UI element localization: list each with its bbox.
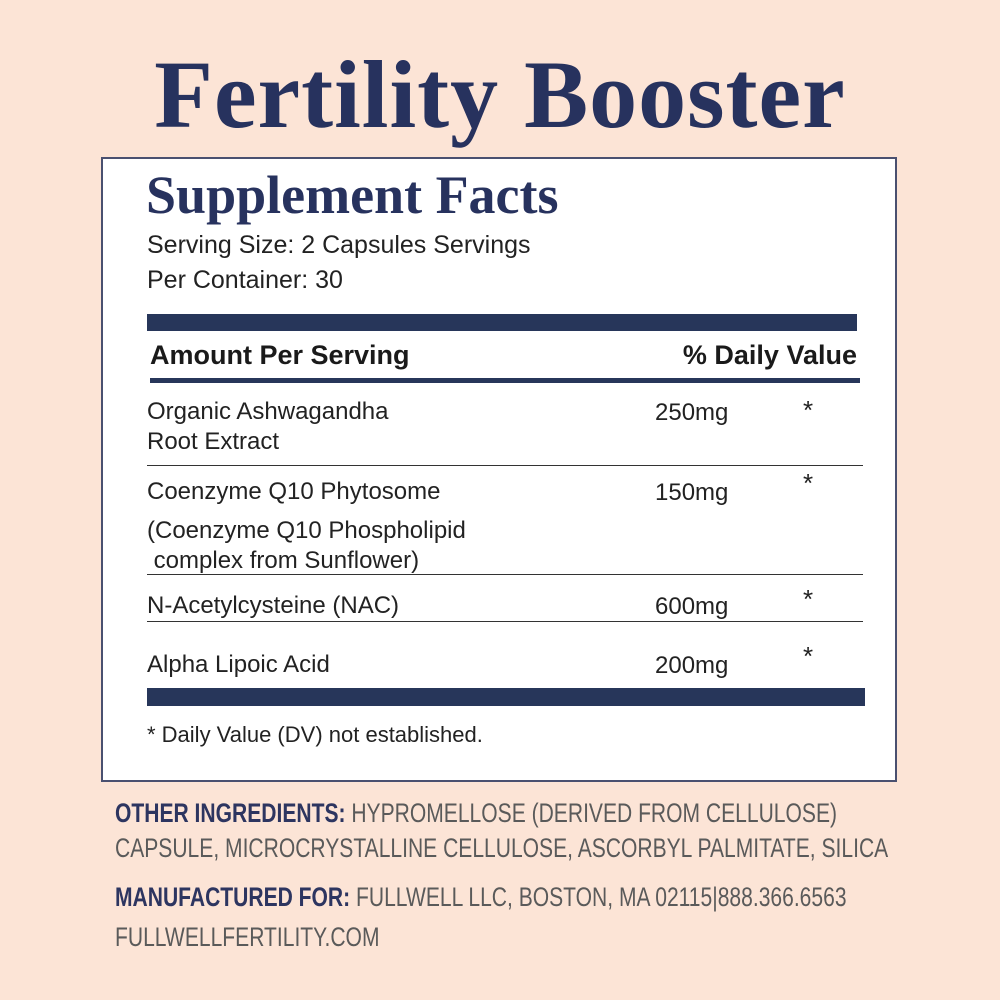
ingredient-amount: 600mg — [655, 593, 729, 620]
serving-size: Serving Size: 2 Capsules Servings — [147, 231, 531, 259]
footnote: * Daily Value (DV) not established. — [147, 722, 483, 747]
header-rule — [150, 378, 860, 383]
bottom-bar — [147, 688, 865, 706]
ingredient-name: Alpha Lipoic Acid — [147, 651, 330, 678]
dv-value: * — [803, 395, 814, 425]
ingredient-name: complex from Sunflower) — [147, 547, 420, 574]
manufacturer-label: MANUFACTURED FOR: — [115, 882, 351, 912]
other-ingredients-label: OTHER INGREDIENTS: — [115, 798, 346, 828]
dv-header: % Daily Value — [682, 340, 857, 370]
ingredient-name: Root Extract — [147, 428, 280, 455]
ingredient-amount: 150mg — [655, 479, 729, 506]
dv-value: * — [803, 641, 814, 671]
dv-value: * — [803, 584, 814, 614]
row-divider — [147, 465, 863, 466]
ingredient-name: Coenzyme Q10 Phytosome — [147, 478, 441, 505]
ingredient-name: (Coenzyme Q10 Phospholipid — [147, 517, 466, 544]
supplement-facts-panel — [101, 157, 897, 782]
website: FULLWELLFERTILITY.COM — [115, 922, 380, 952]
servings-per-container: Per Container: 30 — [147, 266, 343, 294]
manufacturer-text: FULLWELL LLC, BOSTON, MA 02115|888.366.6… — [350, 882, 847, 912]
ingredient-name: N-Acetylcysteine (NAC) — [147, 592, 400, 619]
ingredient-amount: 250mg — [655, 399, 729, 426]
other-ingredients-line2: CAPSULE, MICROCRYSTALLINE CELLULOSE, ASC… — [115, 833, 889, 863]
row-divider — [147, 574, 863, 575]
ingredient-name: Organic Ashwagandha — [147, 398, 389, 425]
dv-value: * — [803, 468, 814, 498]
product-title: Fertility Booster — [154, 41, 846, 148]
ingredient-amount: 200mg — [655, 652, 729, 679]
other-ingredients-line1: OTHER INGREDIENTS: HYPROMELLOSE (DERIVED… — [115, 796, 837, 830]
top-bar — [147, 314, 857, 331]
panel-heading: Supplement Facts — [146, 165, 559, 225]
other-ingredients-text: HYPROMELLOSE (DERIVED FROM CELLULOSE) — [345, 798, 838, 828]
manufacturer-line: MANUFACTURED FOR: FULLWELL LLC, BOSTON, … — [115, 880, 847, 914]
amount-header: Amount Per Serving — [150, 340, 410, 370]
row-divider — [147, 621, 863, 622]
